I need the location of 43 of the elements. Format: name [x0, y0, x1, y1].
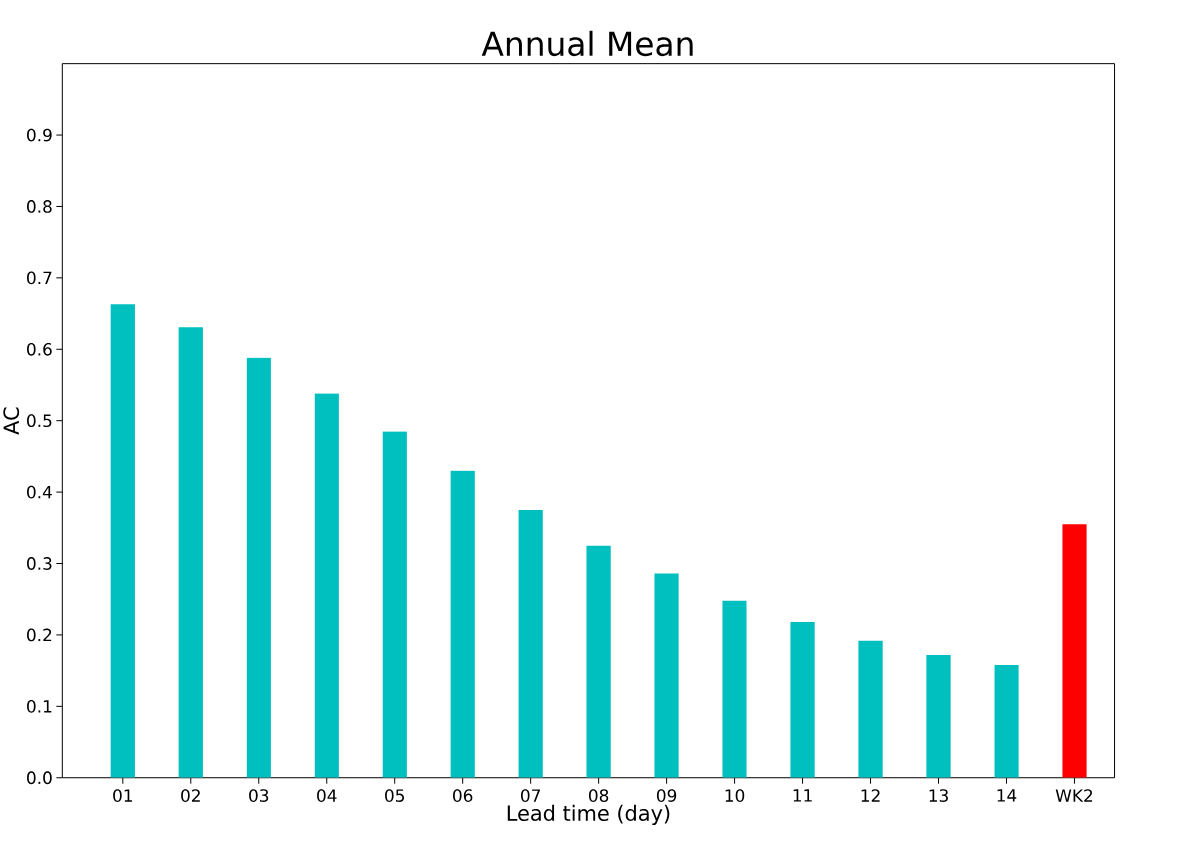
bar: [654, 573, 679, 778]
bar: [790, 621, 815, 778]
y-tick-label: 0.5: [27, 414, 52, 427]
bar: [926, 654, 951, 778]
bar: [1062, 524, 1087, 778]
bar: [450, 470, 475, 778]
bar: [518, 509, 543, 778]
x-tick-label: 12: [861, 789, 880, 802]
y-tick-label: 0.6: [27, 342, 52, 356]
y-tick-label: 0.4: [27, 485, 52, 499]
x-tick-label: 04: [317, 789, 337, 802]
y-tick-label: 0.3: [27, 556, 52, 570]
bar: [858, 640, 883, 778]
x-tick-label: 09: [656, 789, 677, 802]
y-axis-title: AC: [3, 407, 20, 435]
y-tick-label: 0.2: [27, 628, 52, 642]
bar: [586, 545, 611, 778]
y-tick-label: 0.9: [27, 128, 52, 142]
x-tick-label: 07: [521, 789, 540, 802]
bar: [246, 357, 271, 778]
x-tick-label: WK2: [1055, 789, 1093, 802]
y-tick-label: 0.0: [27, 771, 52, 784]
x-tick-label: 05: [385, 789, 404, 802]
bar: [382, 431, 407, 778]
bar: [722, 600, 747, 778]
bar: [314, 393, 339, 778]
x-tick-label: 01: [113, 789, 133, 802]
chart-title: Annual Mean: [481, 30, 693, 57]
x-tick-label: 02: [181, 789, 200, 802]
x-tick-label: 03: [249, 789, 269, 802]
x-axis-title: Lead time (day): [507, 804, 670, 825]
bar: [178, 327, 203, 778]
x-tick-label: 06: [453, 789, 473, 802]
y-tick-label: 0.8: [27, 199, 52, 213]
y-tick-label: 0.7: [27, 271, 52, 285]
x-tick-label: 11: [793, 789, 812, 802]
x-tick-label: 14: [997, 789, 1017, 802]
y-tick-label: 0.1: [27, 699, 52, 713]
x-tick-label: 13: [929, 789, 948, 802]
x-tick-label: 10: [725, 789, 745, 802]
bar: [110, 304, 135, 778]
bar: [994, 664, 1019, 778]
x-tick-label: 08: [588, 789, 609, 802]
